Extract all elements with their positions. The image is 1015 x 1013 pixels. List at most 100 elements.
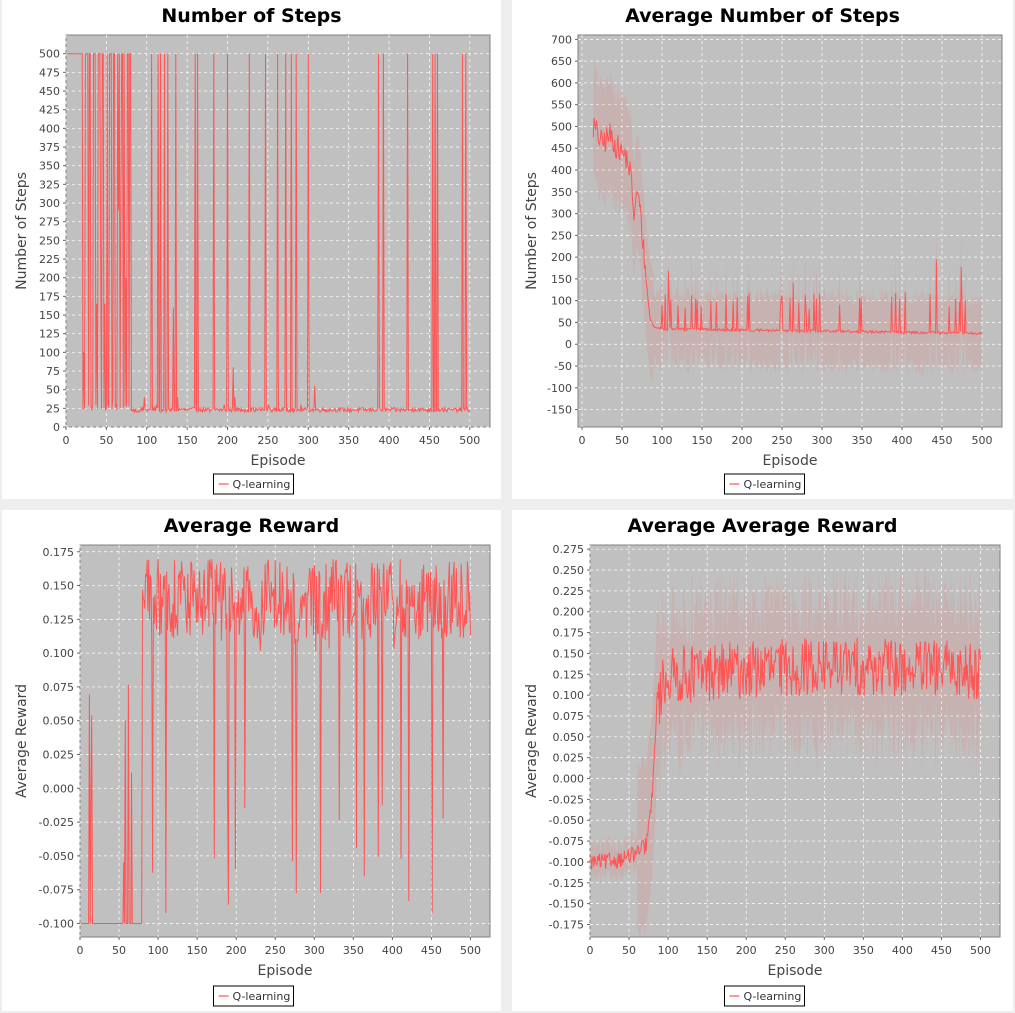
y-tick-label: 300 bbox=[39, 197, 60, 210]
y-tick-label: -0.050 bbox=[549, 814, 584, 827]
y-tick-label: -100 bbox=[547, 382, 572, 395]
x-axis-label: Episode bbox=[251, 453, 306, 469]
chart-average-reward: Average Reward 0 50 100 150 200 250 300 350 400 45… bbox=[14, 515, 491, 1007]
variance-band bbox=[590, 556, 981, 937]
y-tick-label: -0.100 bbox=[549, 856, 584, 869]
series-line-q-learning bbox=[66, 53, 471, 414]
y-tick-label: -150 bbox=[547, 404, 572, 417]
gridlines bbox=[79, 545, 490, 937]
legend-box bbox=[724, 473, 805, 495]
y-tick-label: 400 bbox=[551, 164, 572, 177]
x-tick-label: 50 bbox=[622, 944, 636, 957]
chart-title: Average Average Reward bbox=[627, 515, 897, 537]
y-tick-label: 225 bbox=[39, 253, 60, 266]
x-tick-label: 450 bbox=[419, 434, 440, 447]
legend-box bbox=[213, 985, 294, 1007]
y-tick-label: 25 bbox=[46, 402, 60, 415]
x-tick-label: 100 bbox=[658, 944, 679, 957]
x-tick-label: 150 bbox=[177, 434, 198, 447]
y-tick-label: 375 bbox=[39, 141, 60, 154]
y-tick-label: 0.175 bbox=[43, 546, 75, 559]
chart-average-steps: Average Number of Steps 0 50 100 150 200 250 30… bbox=[524, 5, 1003, 495]
x-tick-label: 300 bbox=[812, 434, 833, 447]
legend-box bbox=[213, 473, 294, 495]
chart-title: Average Reward bbox=[164, 515, 339, 537]
x-tick-label: 300 bbox=[298, 434, 319, 447]
y-tick-label: 250 bbox=[551, 229, 572, 242]
y-tick-label: 450 bbox=[551, 142, 572, 155]
y-tick-label: 500 bbox=[39, 48, 60, 61]
x-tick-label: 50 bbox=[615, 434, 629, 447]
x-tick-label: 100 bbox=[136, 434, 157, 447]
x-tick-label: 400 bbox=[379, 434, 400, 447]
chart-panel-average-average-reward: Average Average Reward 0 50 100 150 200 250 300… bbox=[512, 510, 1013, 1011]
y-tick-label: -0.050 bbox=[39, 850, 74, 863]
y-tick-label: -50 bbox=[554, 360, 572, 373]
legend-label: Q-learning bbox=[744, 478, 802, 491]
x-tick-label: 0 bbox=[63, 434, 70, 447]
series-line-q-learning bbox=[592, 117, 983, 336]
y-tick-label: 0.200 bbox=[553, 606, 585, 619]
y-tick-label: -0.025 bbox=[39, 816, 74, 829]
y-tick-label: 250 bbox=[39, 234, 60, 247]
legend: Q-learning bbox=[213, 473, 294, 495]
x-tick-label: 250 bbox=[265, 944, 286, 957]
legend: Q-learning bbox=[213, 985, 294, 1007]
x-tick-label: 500 bbox=[970, 944, 991, 957]
x-tick-label: 0 bbox=[579, 434, 586, 447]
x-tick-label: 200 bbox=[732, 434, 753, 447]
y-tick-label: 0.025 bbox=[43, 749, 75, 762]
x-tick-label: 200 bbox=[226, 944, 247, 957]
chart-average-average-reward: Average Average Reward 0 50 100 150 200 250 300… bbox=[524, 515, 1001, 1007]
x-tick-label: 0 bbox=[77, 944, 84, 957]
y-tick-label: 350 bbox=[39, 160, 60, 173]
y-tick-label: 50 bbox=[46, 384, 60, 397]
x-tick-label: 450 bbox=[421, 944, 442, 957]
y-tick-label: -0.100 bbox=[39, 917, 74, 930]
y-tick-label: 325 bbox=[39, 178, 60, 191]
x-tick-label: 350 bbox=[338, 434, 359, 447]
x-tick-label: 250 bbox=[775, 944, 796, 957]
y-tick-label: 400 bbox=[39, 122, 60, 135]
y-tick-label: 0.275 bbox=[553, 543, 585, 556]
y-tick-label: 0 bbox=[53, 421, 60, 434]
y-tick-label: -0.175 bbox=[549, 918, 584, 931]
x-tick-label: 50 bbox=[99, 434, 113, 447]
y-tick-label: 0.250 bbox=[553, 564, 585, 577]
y-tick-label: -0.150 bbox=[549, 898, 584, 911]
y-tick-label: 0.125 bbox=[553, 668, 585, 681]
plot-area bbox=[577, 34, 1003, 428]
y-tick-label: 200 bbox=[39, 272, 60, 285]
variance-band bbox=[593, 61, 982, 383]
y-tick-label: 0 bbox=[565, 338, 572, 351]
y-tick-label: 0.025 bbox=[553, 752, 585, 765]
y-tick-label: 425 bbox=[39, 104, 60, 117]
x-tick-label: 200 bbox=[736, 944, 757, 957]
x-tick-label: 100 bbox=[148, 944, 169, 957]
y-tick-label: -0.075 bbox=[39, 884, 74, 897]
y-tick-label: 125 bbox=[39, 328, 60, 341]
x-tick-label: 150 bbox=[697, 944, 718, 957]
gridlines bbox=[589, 545, 1000, 937]
y-tick-label: 275 bbox=[39, 216, 60, 229]
series-line-q-learning bbox=[80, 558, 471, 924]
chart-title: Number of Steps bbox=[161, 5, 341, 27]
legend-label: Q-learning bbox=[744, 990, 802, 1003]
y-axis-label: Number of Steps bbox=[524, 172, 540, 290]
y-tick-label: -0.025 bbox=[549, 793, 584, 806]
y-tick-label: 200 bbox=[551, 251, 572, 264]
y-tick-label: 700 bbox=[551, 33, 572, 46]
y-axis-label: Number of Steps bbox=[14, 172, 30, 290]
y-tick-label: 500 bbox=[551, 120, 572, 133]
legend-label: Q-learning bbox=[233, 990, 291, 1003]
y-tick-label: -0.125 bbox=[549, 877, 584, 890]
chart-panel-average-steps: Average Number of Steps 0 50 100 150 200 250 30… bbox=[512, 0, 1013, 499]
y-tick-label: 0.000 bbox=[553, 773, 585, 786]
y-tick-label: 0.000 bbox=[43, 782, 75, 795]
y-tick-label: 0.150 bbox=[553, 647, 585, 660]
gridlines bbox=[578, 35, 1002, 427]
y-tick-label: -0.075 bbox=[549, 835, 584, 848]
x-tick-label: 50 bbox=[112, 944, 126, 957]
y-tick-label: 650 bbox=[551, 55, 572, 68]
